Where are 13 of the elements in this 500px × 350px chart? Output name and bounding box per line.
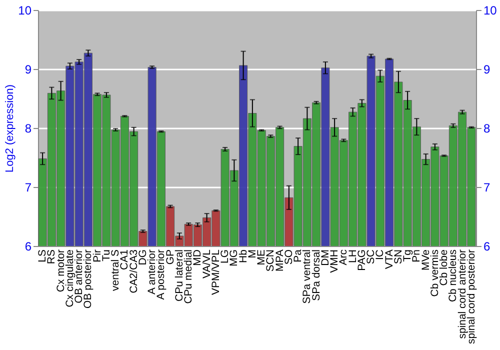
y2-tick-label: 8 (484, 122, 490, 136)
x-tick-label: RS (46, 250, 58, 264)
y-tick-label: 10 (18, 4, 32, 18)
y2-tick-label: 6 (484, 240, 490, 254)
y-tick-label: 9 (24, 62, 32, 76)
y-tick-label: 6 (24, 240, 32, 254)
y-axis-title: Log2 (expression) (4, 84, 16, 173)
y-tick-label: 8 (24, 122, 32, 136)
y-tick-label: 7 (24, 180, 32, 194)
x-tick-label: Cx cingulate (64, 249, 76, 308)
y2-tick-label: 10 (484, 4, 498, 18)
y2-tick-label: 7 (484, 180, 490, 194)
y2-tick-label: 9 (484, 62, 490, 76)
